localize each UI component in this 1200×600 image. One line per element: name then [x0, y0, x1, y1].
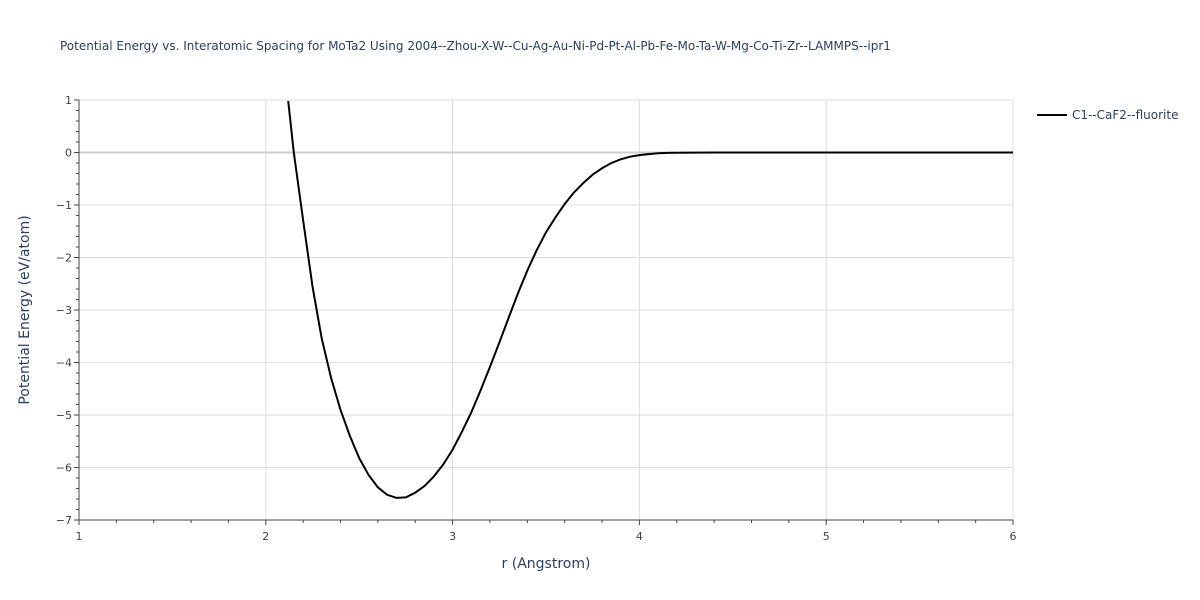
y-tick-label: −5	[56, 409, 72, 422]
x-tick-label: 2	[262, 530, 269, 543]
chart-title: Potential Energy vs. Interatomic Spacing…	[60, 39, 891, 53]
series-line-0	[287, 100, 1013, 499]
x-tick-label: 3	[449, 530, 456, 543]
y-tick-label: −7	[56, 514, 72, 527]
axes: 1 2 3 4 5 6 1 0 −1 −2 −3 −4 −5 −6 −7	[56, 94, 1017, 543]
plot-area	[287, 100, 1013, 499]
x-tick-label: 1	[76, 530, 83, 543]
y-tick-label: −1	[56, 199, 72, 212]
legend[interactable]: C1--CaF2--fluorite	[1037, 108, 1178, 122]
x-tick-label: 5	[823, 530, 830, 543]
legend-item-label[interactable]: C1--CaF2--fluorite	[1072, 108, 1178, 122]
y-tick-label: −6	[56, 462, 72, 475]
y-tick-label: 0	[65, 147, 72, 160]
x-axis-title: r (Angstrom)	[502, 556, 591, 572]
y-tick-label: 1	[65, 94, 72, 107]
y-tick-label: −2	[56, 252, 72, 265]
y-tick-label: −4	[56, 357, 72, 370]
grid	[79, 99, 1014, 520]
y-tick-label: −3	[56, 304, 72, 317]
y-axis-title: Potential Energy (eV/atom)	[17, 215, 33, 404]
x-tick-label: 6	[1010, 530, 1017, 543]
x-tick-label: 4	[636, 530, 643, 543]
